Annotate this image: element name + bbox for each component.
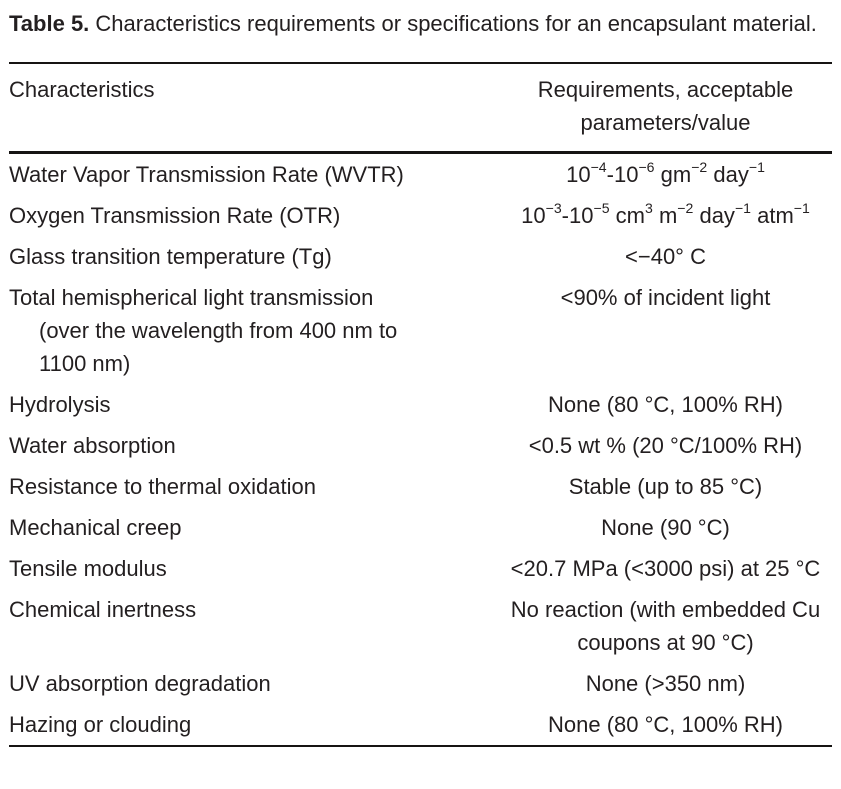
table-header-rule: [9, 151, 832, 154]
requirement-line: <0.5 wt % (20 °C/100% RH): [528, 433, 803, 458]
requirement-cell: None (80 °C, 100% RH): [499, 708, 832, 741]
table-row: Water Vapor Transmission Rate (WVTR) 10−4…: [9, 154, 832, 195]
requirement-cell: <0.5 wt % (20 °C/100% RH): [499, 429, 832, 462]
characteristic-line: Oxygen Transmission Rate (OTR): [9, 203, 341, 228]
requirement-cell: <−40° C: [499, 240, 832, 273]
requirement-line: None (90 °C): [601, 515, 730, 540]
requirement-cell: None (90 °C): [499, 511, 832, 544]
requirement-line: None (80 °C, 100% RH): [547, 392, 783, 417]
characteristic-line: Tensile modulus: [9, 556, 167, 581]
table-body: Water Vapor Transmission Rate (WVTR) 10−4…: [9, 154, 832, 745]
table-row: UV absorption degradation None (>350 nm): [9, 663, 832, 704]
requirement-cell: <20.7 MPa (<3000 psi) at 25 °C: [499, 552, 832, 585]
requirement-line: <90% of incident light: [560, 285, 771, 310]
table-row: Chemical inertness No reaction (with embe…: [9, 589, 832, 663]
characteristic-line: Hazing or clouding: [9, 712, 192, 737]
requirement-cell: <90% of incident light: [499, 281, 832, 314]
characteristic-line: Water absorption: [9, 433, 176, 458]
characteristic-line: Hydrolysis: [9, 392, 111, 417]
requirement-cell: No reaction (with embedded Cu coupons at …: [499, 593, 832, 659]
characteristic-cell: Mechanical creep: [9, 511, 499, 544]
characteristic-cell: Tensile modulus: [9, 552, 499, 585]
requirement-cell: None (>350 nm): [499, 667, 832, 700]
characteristic-cell: Glass transition temperature (Tg): [9, 240, 499, 273]
characteristic-line: Water Vapor Transmission Rate (WVTR): [9, 162, 404, 187]
requirement-line: Stable (up to 85 °C): [568, 474, 763, 499]
requirement-line: No reaction (with embedded Cu: [510, 597, 821, 622]
requirement-cell: Stable (up to 85 °C): [499, 470, 832, 503]
table-row: Hydrolysis None (80 °C, 100% RH): [9, 384, 832, 425]
characteristic-cell: Oxygen Transmission Rate (OTR): [9, 199, 499, 232]
requirement-line: coupons at 90 °C): [577, 630, 754, 655]
column-header-characteristics: Characteristics: [9, 77, 155, 102]
requirement-line: None (80 °C, 100% RH): [547, 712, 783, 737]
characteristic-cell: Hydrolysis: [9, 388, 499, 421]
requirement-line: <20.7 MPa (<3000 psi) at 25 °C: [510, 556, 821, 581]
table-top-rule: [9, 62, 832, 64]
table-header-row: Characteristics Requirements, acceptable…: [9, 64, 832, 151]
table-row: Tensile modulus <20.7 MPa (<3000 psi) at …: [9, 548, 832, 589]
characteristic-cell: Total hemispherical light transmission (o…: [9, 281, 499, 380]
table-row: Hazing or clouding None (80 °C, 100% RH): [9, 704, 832, 745]
characteristic-line: UV absorption degradation: [9, 671, 271, 696]
table-caption-text: Characteristics requirements or specific…: [95, 11, 817, 36]
table-row: Resistance to thermal oxidation Stable (u…: [9, 466, 832, 507]
table-row: Total hemispherical light transmission (o…: [9, 277, 832, 384]
requirement-cell: None (80 °C, 100% RH): [499, 388, 832, 421]
characteristic-cell: Hazing or clouding: [9, 708, 499, 741]
requirement-line: 10−4-10−6 gm−2 day−1: [566, 159, 765, 187]
table-row: Water absorption <0.5 wt % (20 °C/100% RH…: [9, 425, 832, 466]
characteristic-cell: UV absorption degradation: [9, 667, 499, 700]
characteristic-cell: Chemical inertness: [9, 593, 499, 626]
characteristic-line: Total hemispherical light transmission: [9, 285, 374, 310]
characteristic-line: Glass transition temperature (Tg): [9, 244, 332, 269]
requirement-cell: 10−4-10−6 gm−2 day−1: [499, 158, 832, 191]
characteristic-line: Mechanical creep: [9, 515, 182, 540]
characteristic-line: Chemical inertness: [9, 597, 197, 622]
requirement-cell: 10−3-10−5 cm3 m−2 day−1 atm−1: [499, 199, 832, 232]
requirement-line: 10−3-10−5 cm3 m−2 day−1 atm−1: [521, 200, 810, 228]
column-header-requirements: Requirements, acceptable parameters/valu…: [537, 77, 794, 135]
characteristic-line: Resistance to thermal oxidation: [9, 474, 316, 499]
table-row: Glass transition temperature (Tg) <−40° C: [9, 236, 832, 277]
table-caption-label: Table 5.: [9, 11, 90, 36]
characteristic-line: 1100 nm): [39, 351, 131, 376]
characteristic-cell: Water absorption: [9, 429, 499, 462]
requirement-line: None (>350 nm): [585, 671, 746, 696]
table-row: Oxygen Transmission Rate (OTR) 10−3-10−5 …: [9, 195, 832, 236]
characteristic-line: (over the wavelength from 400 nm to: [39, 318, 398, 343]
table-bottom-rule: [9, 745, 832, 747]
table-row: Mechanical creep None (90 °C): [9, 507, 832, 548]
characteristic-cell: Water Vapor Transmission Rate (WVTR): [9, 158, 499, 191]
table-caption: Table 5. Characteristics requirements or…: [9, 8, 832, 40]
characteristic-cell: Resistance to thermal oxidation: [9, 470, 499, 503]
requirement-line: <−40° C: [625, 244, 706, 269]
